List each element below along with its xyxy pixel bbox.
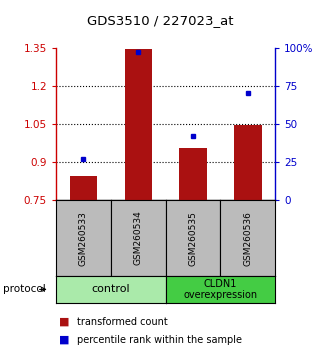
Text: GSM260536: GSM260536 [243,211,252,266]
Bar [179,148,207,200]
Text: control: control [92,284,130,295]
Text: ■: ■ [59,335,70,345]
Bar [124,49,152,200]
Bar [70,176,97,200]
Text: percentile rank within the sample: percentile rank within the sample [77,335,242,345]
Bar [234,125,261,200]
Text: ■: ■ [59,317,70,327]
Text: GDS3510 / 227023_at: GDS3510 / 227023_at [87,14,233,27]
Text: transformed count: transformed count [77,317,168,327]
Text: GSM260534: GSM260534 [134,211,143,266]
Text: CLDN1
overexpression: CLDN1 overexpression [183,279,258,300]
Text: GSM260533: GSM260533 [79,211,88,266]
Text: protocol: protocol [3,284,46,295]
Text: GSM260535: GSM260535 [188,211,197,266]
